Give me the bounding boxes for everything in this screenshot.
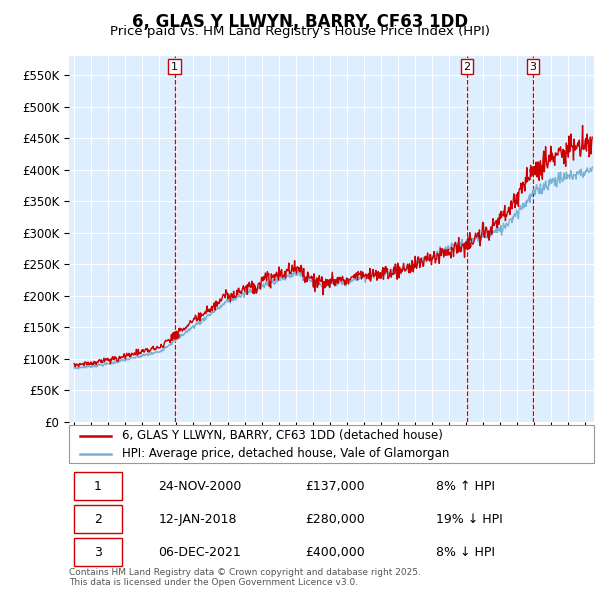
- Text: 19% ↓ HPI: 19% ↓ HPI: [437, 513, 503, 526]
- Text: £280,000: £280,000: [305, 513, 365, 526]
- Text: 6, GLAS Y LLWYN, BARRY, CF63 1DD (detached house): 6, GLAS Y LLWYN, BARRY, CF63 1DD (detach…: [121, 429, 442, 442]
- FancyBboxPatch shape: [69, 425, 594, 463]
- Text: 3: 3: [529, 61, 536, 71]
- Text: £137,000: £137,000: [305, 480, 365, 493]
- Text: 2: 2: [463, 61, 470, 71]
- Text: 8% ↑ HPI: 8% ↑ HPI: [437, 480, 496, 493]
- Text: 1: 1: [94, 480, 102, 493]
- Text: 6, GLAS Y LLWYN, BARRY, CF63 1DD: 6, GLAS Y LLWYN, BARRY, CF63 1DD: [132, 13, 468, 31]
- FancyBboxPatch shape: [74, 538, 121, 566]
- Text: Price paid vs. HM Land Registry's House Price Index (HPI): Price paid vs. HM Land Registry's House …: [110, 25, 490, 38]
- Text: £400,000: £400,000: [305, 546, 365, 559]
- Text: 1: 1: [171, 61, 178, 71]
- Text: Contains HM Land Registry data © Crown copyright and database right 2025.
This d: Contains HM Land Registry data © Crown c…: [69, 568, 421, 587]
- Text: 3: 3: [94, 546, 102, 559]
- Text: 2: 2: [94, 513, 102, 526]
- Text: HPI: Average price, detached house, Vale of Glamorgan: HPI: Average price, detached house, Vale…: [121, 447, 449, 460]
- FancyBboxPatch shape: [74, 505, 121, 533]
- Text: 12-JAN-2018: 12-JAN-2018: [158, 513, 237, 526]
- Text: 8% ↓ HPI: 8% ↓ HPI: [437, 546, 496, 559]
- Text: 24-NOV-2000: 24-NOV-2000: [158, 480, 242, 493]
- Text: 06-DEC-2021: 06-DEC-2021: [158, 546, 241, 559]
- FancyBboxPatch shape: [74, 472, 121, 500]
